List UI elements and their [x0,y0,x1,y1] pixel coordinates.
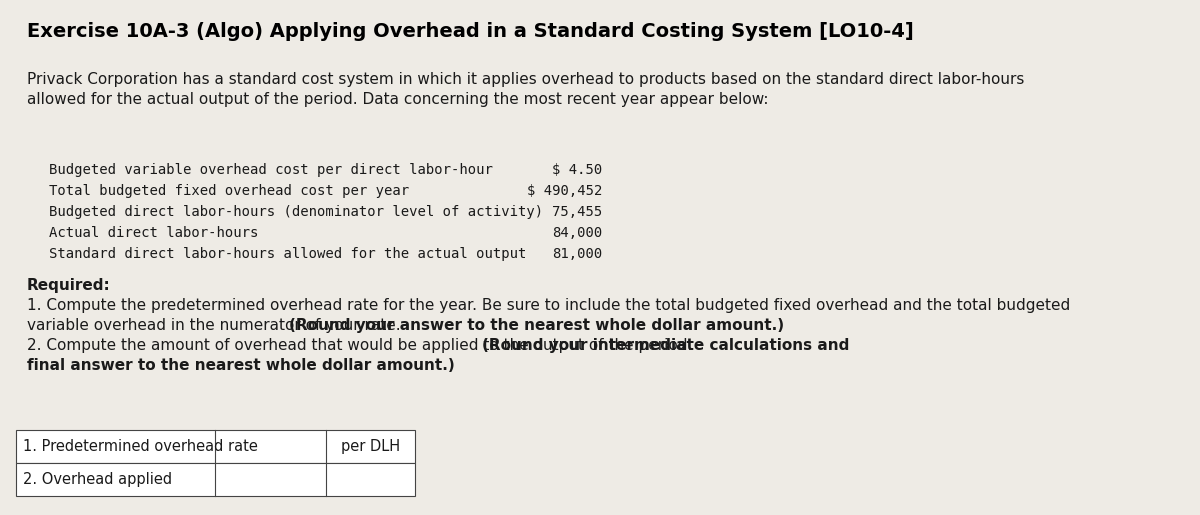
Text: 81,000: 81,000 [552,247,602,261]
Text: variable overhead in the numerator of your rate.: variable overhead in the numerator of yo… [26,318,406,333]
Text: Budgeted direct labor-hours (denominator level of activity): Budgeted direct labor-hours (denominator… [49,205,542,219]
Text: Budgeted variable overhead cost per direct labor-hour: Budgeted variable overhead cost per dire… [49,163,493,177]
Text: Required:: Required: [26,278,110,293]
Text: final answer to the nearest whole dollar amount.): final answer to the nearest whole dollar… [26,358,455,373]
Text: (Round your answer to the nearest whole dollar amount.): (Round your answer to the nearest whole … [289,318,785,333]
Text: 2. Overhead applied: 2. Overhead applied [23,472,172,487]
Text: $ 4.50: $ 4.50 [552,163,602,177]
Text: (Round your intermediate calculations and: (Round your intermediate calculations an… [482,338,850,353]
Bar [16,463,415,496]
Text: 75,455: 75,455 [552,205,602,219]
Text: Total budgeted fixed overhead cost per year: Total budgeted fixed overhead cost per y… [49,184,409,198]
Bar [16,430,415,463]
Text: 84,000: 84,000 [552,226,602,240]
Text: Exercise 10A-3 (Algo) Applying Overhead in a Standard Costing System [LO10-4]: Exercise 10A-3 (Algo) Applying Overhead … [26,22,913,41]
Text: 2. Compute the amount of overhead that would be applied to the output of the per: 2. Compute the amount of overhead that w… [26,338,697,353]
Text: Privack Corporation has a standard cost system in which it applies overhead to p: Privack Corporation has a standard cost … [26,72,1024,87]
Text: 1. Compute the predetermined overhead rate for the year. Be sure to include the : 1. Compute the predetermined overhead ra… [26,298,1070,313]
Text: per DLH: per DLH [341,439,400,454]
Text: $ 490,452: $ 490,452 [527,184,602,198]
Text: allowed for the actual output of the period. Data concerning the most recent yea: allowed for the actual output of the per… [26,92,768,107]
Text: Standard direct labor-hours allowed for the actual output: Standard direct labor-hours allowed for … [49,247,526,261]
Text: 1. Predetermined overhead rate: 1. Predetermined overhead rate [23,439,258,454]
Text: Actual direct labor-hours: Actual direct labor-hours [49,226,258,240]
